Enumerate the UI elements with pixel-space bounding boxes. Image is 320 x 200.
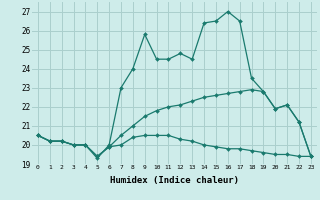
X-axis label: Humidex (Indice chaleur): Humidex (Indice chaleur) [110, 176, 239, 185]
